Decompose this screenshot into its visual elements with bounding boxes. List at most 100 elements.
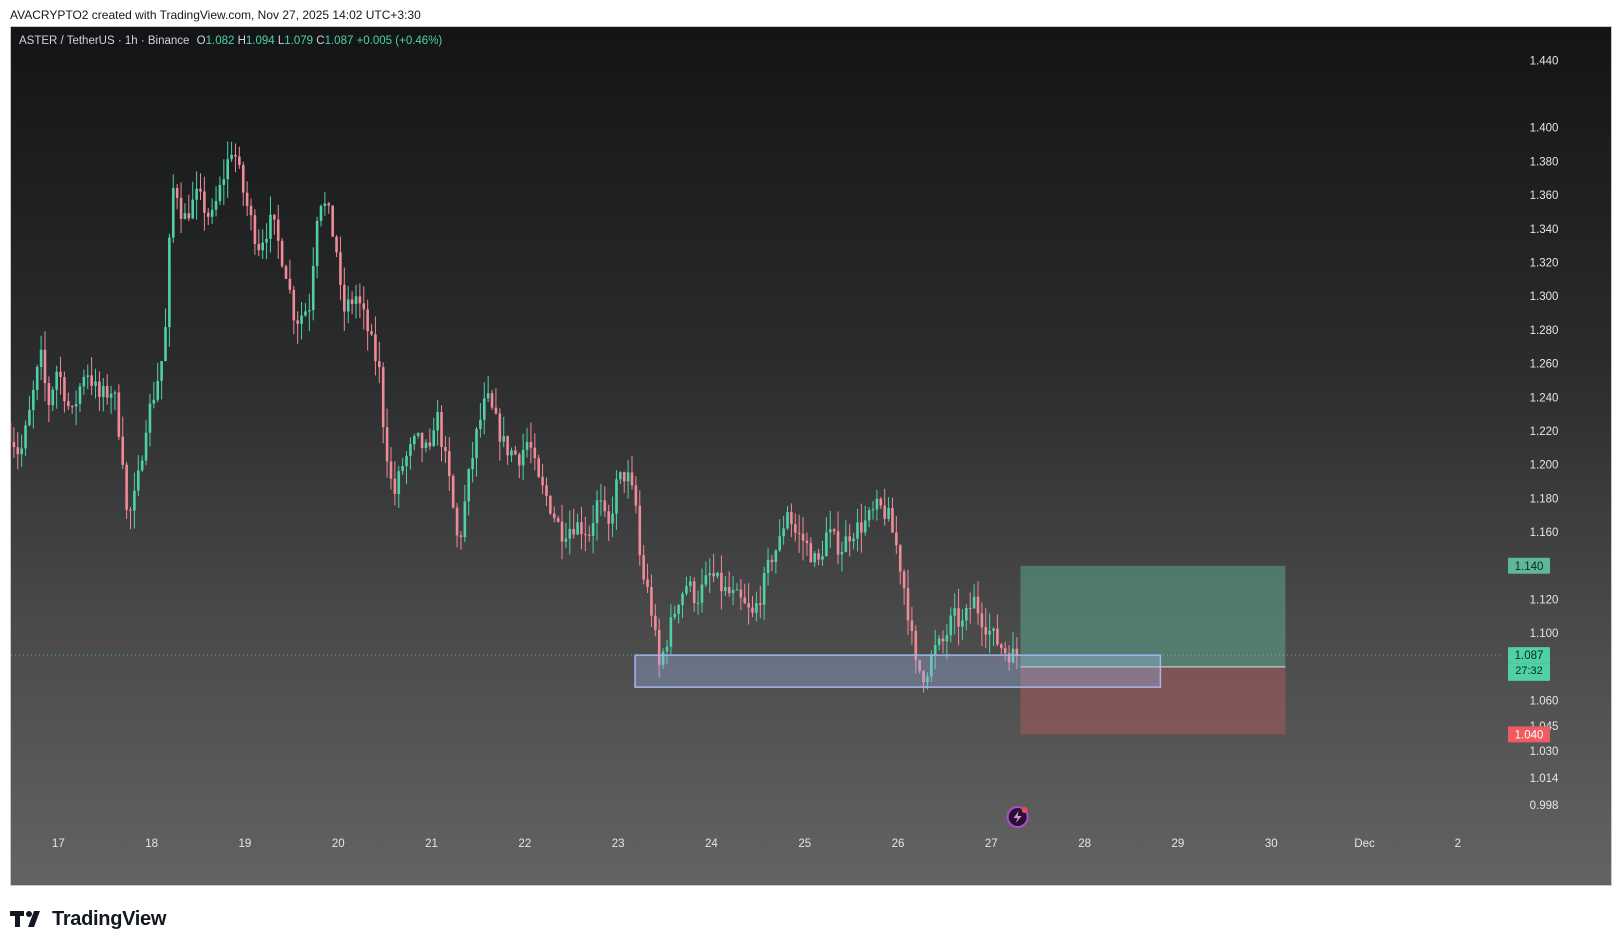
candle[interactable] xyxy=(249,205,253,216)
candle[interactable] xyxy=(556,518,560,522)
demand-zone-rectangle[interactable] xyxy=(634,654,1162,688)
candle[interactable] xyxy=(603,500,607,512)
candle[interactable] xyxy=(747,603,750,608)
candle[interactable] xyxy=(867,510,871,521)
candle[interactable] xyxy=(720,572,723,592)
candle[interactable] xyxy=(988,630,991,635)
candle[interactable] xyxy=(261,242,264,251)
candle[interactable] xyxy=(1003,648,1007,654)
candle[interactable] xyxy=(630,472,634,486)
candle[interactable] xyxy=(28,409,31,426)
candle[interactable] xyxy=(482,398,486,420)
candle[interactable] xyxy=(183,213,187,219)
candle[interactable] xyxy=(809,543,813,563)
candle[interactable] xyxy=(238,156,241,166)
candle[interactable] xyxy=(276,219,280,241)
candle[interactable] xyxy=(797,532,801,534)
candlestick-chart[interactable]: 1.440 1.400 1.380 1.360 1.340 1.320 1.300 1.280… xyxy=(11,27,1611,885)
candle[interactable] xyxy=(832,529,836,532)
candle[interactable] xyxy=(168,237,171,328)
candle[interactable] xyxy=(300,315,303,324)
candle[interactable] xyxy=(871,509,875,511)
candle[interactable] xyxy=(63,377,66,402)
candle[interactable] xyxy=(148,403,152,433)
candle[interactable] xyxy=(786,512,789,529)
candle[interactable] xyxy=(362,303,366,310)
candle[interactable] xyxy=(856,522,859,539)
candle[interactable] xyxy=(937,638,941,645)
candle[interactable] xyxy=(716,572,719,577)
candle[interactable] xyxy=(12,442,16,448)
candle[interactable] xyxy=(930,655,933,677)
candle[interactable] xyxy=(591,523,595,536)
candle[interactable] xyxy=(413,436,416,445)
candle[interactable] xyxy=(514,450,517,455)
candle[interactable] xyxy=(887,508,890,519)
candle[interactable] xyxy=(241,165,245,193)
candle[interactable] xyxy=(288,278,292,290)
candle[interactable] xyxy=(801,533,805,541)
candle[interactable] xyxy=(642,555,645,580)
candle[interactable] xyxy=(20,448,23,455)
candle[interactable] xyxy=(545,485,548,497)
candle[interactable] xyxy=(152,399,156,404)
candle[interactable] xyxy=(199,188,202,192)
candle[interactable] xyxy=(366,309,369,332)
candle[interactable] xyxy=(98,381,101,397)
candle[interactable] xyxy=(47,383,51,406)
candle[interactable] xyxy=(891,508,894,533)
candle[interactable] xyxy=(560,521,564,542)
candle[interactable] xyxy=(245,192,249,206)
candle[interactable] xyxy=(311,266,315,311)
candle[interactable] xyxy=(78,386,82,404)
candle[interactable] xyxy=(533,447,537,459)
candle[interactable] xyxy=(933,644,937,656)
candle[interactable] xyxy=(506,436,509,456)
candle[interactable] xyxy=(677,605,680,614)
candle[interactable] xyxy=(755,603,758,613)
candle[interactable] xyxy=(895,532,898,546)
candle[interactable] xyxy=(898,545,902,572)
candle[interactable] xyxy=(82,376,86,387)
candle[interactable] xyxy=(552,513,556,519)
candle[interactable] xyxy=(206,212,210,217)
candle[interactable] xyxy=(541,476,544,486)
candle[interactable] xyxy=(129,509,132,511)
candle[interactable] xyxy=(187,213,191,219)
candle[interactable] xyxy=(214,201,218,210)
candle[interactable] xyxy=(389,461,393,479)
candle[interactable] xyxy=(996,628,999,645)
candle[interactable] xyxy=(1000,644,1003,649)
candle[interactable] xyxy=(74,403,78,407)
candle[interactable] xyxy=(136,470,140,491)
candle[interactable] xyxy=(564,538,568,542)
candle[interactable] xyxy=(766,559,770,574)
candle[interactable] xyxy=(848,536,851,542)
candle[interactable] xyxy=(471,458,474,470)
candle[interactable] xyxy=(203,191,206,213)
candle[interactable] xyxy=(634,485,638,506)
candle[interactable] xyxy=(821,556,824,560)
candle[interactable] xyxy=(280,240,284,267)
candle[interactable] xyxy=(782,528,785,537)
candle[interactable] xyxy=(724,587,727,592)
candle[interactable] xyxy=(498,413,502,442)
candle[interactable] xyxy=(284,266,288,279)
candle[interactable] xyxy=(486,393,490,399)
candle[interactable] xyxy=(537,458,540,477)
candle[interactable] xyxy=(910,620,914,631)
candle[interactable] xyxy=(133,490,136,511)
candle[interactable] xyxy=(836,531,840,555)
candle[interactable] xyxy=(840,552,844,555)
candle[interactable] xyxy=(743,597,747,604)
candle[interactable] xyxy=(490,393,494,408)
candle[interactable] xyxy=(479,419,482,430)
candle[interactable] xyxy=(576,522,579,535)
candle[interactable] xyxy=(292,289,296,321)
candle[interactable] xyxy=(615,479,618,514)
candle[interactable] xyxy=(43,349,47,384)
candle[interactable] xyxy=(681,593,684,606)
candle[interactable] xyxy=(354,296,358,304)
candle[interactable] xyxy=(968,608,972,610)
candle[interactable] xyxy=(650,586,653,616)
